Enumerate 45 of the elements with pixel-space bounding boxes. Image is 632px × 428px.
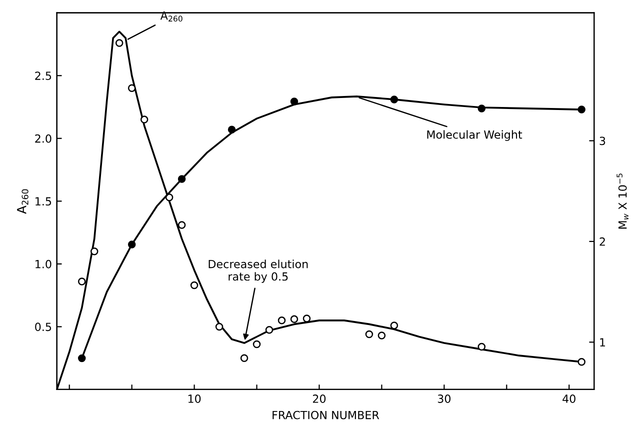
point [302,314,311,322]
point [478,342,486,351]
point [78,278,86,286]
point [128,84,136,92]
point [290,98,298,106]
point [178,221,186,229]
point [290,315,298,324]
annotation: Decreased elution rate by 0.5 [208,260,308,283]
point [390,96,398,104]
x-tick-label: 30 [438,394,450,403]
annotation: Molecular Weight [427,130,522,141]
point [390,322,398,330]
y-tick-label: 1.0 [36,260,52,268]
point [278,316,286,324]
y2-tick-label: 2 [600,237,605,246]
y-tick-label: 2.0 [35,134,52,143]
point [90,247,98,256]
point [140,116,148,124]
y2-axis-title: M$_{w}$ X 10$^{−5}$ [616,174,628,229]
point [78,354,86,362]
y-tick-label: 0.5 [35,322,52,332]
point [252,340,261,348]
y2-tick-label: 3 [600,136,606,146]
y-axis-title: A$_{260}$ [17,189,28,214]
x-axis-title: FRACTION NUMBER [272,410,380,420]
y-tick-label: 1.5 [36,197,52,206]
point [178,175,186,183]
point [578,358,586,366]
annotation: A$_{260}$ [160,12,182,22]
point [228,126,236,134]
point [128,240,136,248]
y-tick-label: 2.5 [35,72,52,80]
point [240,354,248,362]
point [265,326,274,334]
point [190,281,198,290]
point [378,332,386,340]
point [215,322,224,331]
x-tick-label: 20 [312,394,326,403]
point [365,330,374,338]
x-tick-label: 40 [562,394,576,403]
x-tick-label: 10 [188,394,201,403]
y2-tick-label: 1 [600,338,605,346]
point [478,104,486,112]
point [578,106,586,114]
point [115,39,124,47]
